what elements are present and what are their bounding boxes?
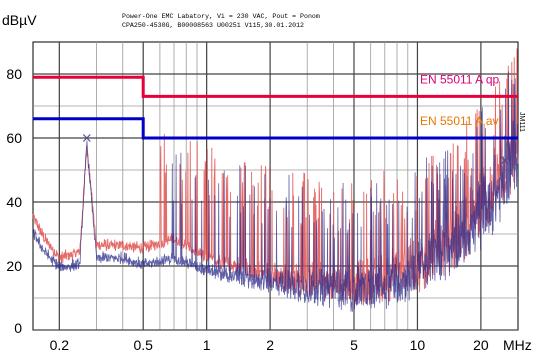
y-axis-label: dBµV <box>2 12 37 28</box>
side-note: JM111 <box>518 112 525 132</box>
x-axis-unit: MHz <box>503 337 532 353</box>
limit-labels: EN 55011 A qp EN 55011 A av <box>420 73 500 129</box>
x-tick-label: 1 <box>203 337 211 353</box>
chart-title: Power-One EMC Labatory, Vi = 230 VAC, Po… <box>122 13 320 20</box>
x-tick-label: 10 <box>410 337 426 353</box>
y-tick-label: 40 <box>6 194 22 210</box>
x-tick-label: 0.2 <box>50 337 70 353</box>
peak-marker-2 <box>500 156 509 165</box>
y-tick-label: 0 <box>14 320 22 336</box>
tick-labels: 0.2 0.5 1 2 5 10 20 0 20 40 60 80 <box>6 66 488 353</box>
peak-marker-1 <box>82 134 91 142</box>
marker-stroke <box>500 156 509 165</box>
limit-line-2 <box>33 117 518 140</box>
measurement-traces <box>32 48 519 312</box>
x-tick-label: 0.5 <box>133 337 153 353</box>
x-tick-label: 20 <box>473 337 489 353</box>
peak-markers <box>82 134 509 165</box>
trace-2 <box>32 71 519 312</box>
y-tick-label: 60 <box>6 130 22 146</box>
limit-label-2: EN 55011 A av <box>420 114 499 128</box>
limit-label-1: EN 55011 A qp <box>420 73 500 87</box>
limit-lines <box>33 75 518 140</box>
y-tick-label: 80 <box>6 66 22 82</box>
marker-stroke <box>82 134 91 142</box>
limit-line-1 <box>33 75 518 98</box>
y-tick-label: 20 <box>6 258 22 274</box>
x-tick-label: 5 <box>350 337 358 353</box>
chart-subtitle: CPA250-4530G, B00008563 U00251 V115,30.0… <box>122 22 304 29</box>
x-tick-label: 2 <box>266 337 274 353</box>
